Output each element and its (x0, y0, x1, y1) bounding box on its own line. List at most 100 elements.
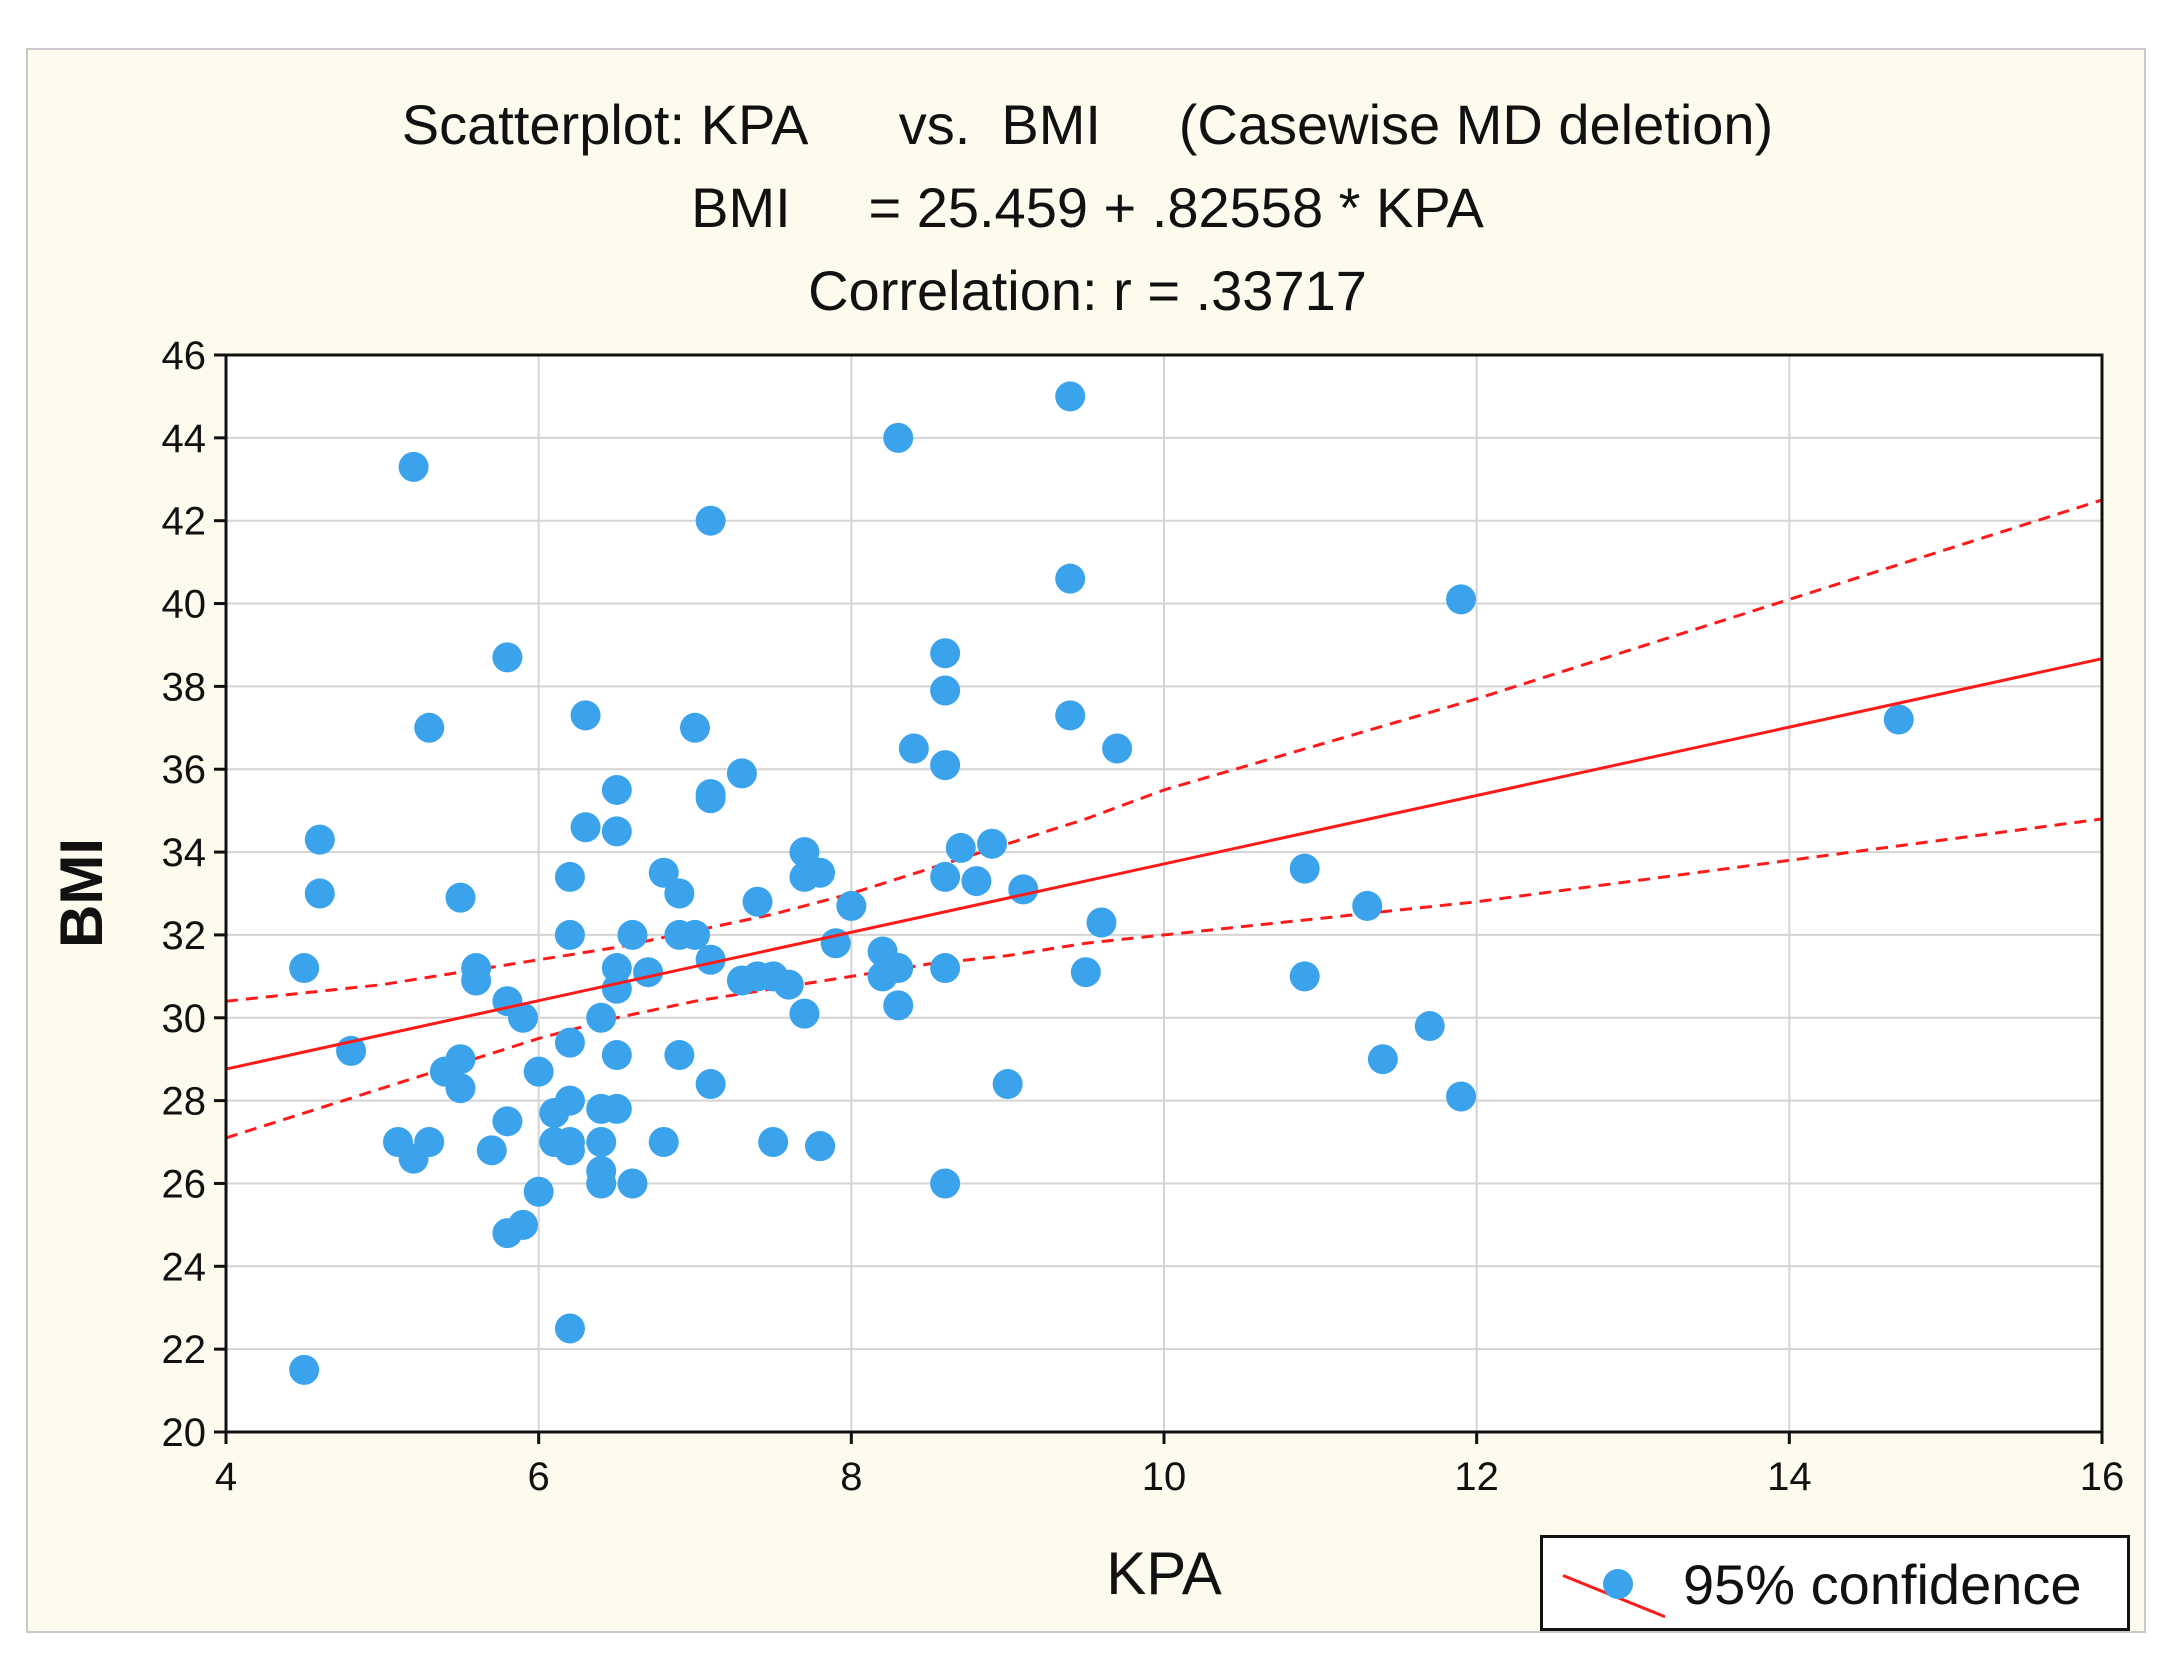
data-point (554, 1085, 585, 1116)
data-point (414, 712, 445, 743)
data-point (977, 828, 1008, 859)
data-point (554, 1135, 585, 1166)
data-point (742, 886, 773, 917)
y-tick-label: 26 (162, 1162, 207, 1206)
data-point (773, 969, 804, 1000)
data-point (789, 998, 820, 1029)
data-point (1086, 907, 1117, 938)
data-point (836, 890, 867, 921)
correlation-label: Correlation: r = .33717 (808, 259, 1367, 322)
data-point (680, 919, 710, 950)
x-axis-label: KPA (1106, 1540, 1222, 1607)
data-point (601, 774, 632, 805)
regression-fit-line (225, 657, 2103, 1071)
data-point (445, 1044, 476, 1075)
data-point (695, 783, 726, 814)
data-point (461, 965, 492, 996)
data-point (898, 733, 929, 764)
regression-equation: BMI = 25.459 + .82558 * KPA (691, 176, 1484, 239)
y-tick-label: 42 (162, 500, 207, 544)
data-point (992, 1069, 1023, 1100)
data-point (289, 953, 320, 984)
data-point (1883, 704, 1914, 735)
data-point (554, 919, 585, 950)
data-point (1070, 957, 1101, 988)
y-axis-label: BMI (48, 838, 115, 948)
data-point (695, 1069, 726, 1100)
data-point (570, 812, 601, 843)
data-point (758, 1127, 789, 1158)
data-point (1055, 381, 1086, 412)
y-tick-label: 34 (162, 831, 207, 875)
data-point (1446, 1081, 1477, 1112)
data-point (554, 1027, 585, 1058)
data-point (601, 1040, 632, 1071)
data-point (930, 750, 961, 781)
x-tick-label: 12 (1454, 1455, 1499, 1499)
y-tick-label: 46 (162, 334, 207, 378)
x-tick-label: 4 (215, 1455, 237, 1499)
legend-point-swatch (1603, 1569, 1633, 1599)
data-point (570, 700, 601, 731)
regression-line (225, 657, 2103, 1071)
data-point (1414, 1011, 1445, 1042)
data-point (445, 882, 476, 913)
data-point (304, 824, 335, 855)
y-tick-label: 36 (162, 748, 207, 792)
data-point (398, 451, 429, 482)
data-point (664, 1040, 695, 1071)
y-tick-label: 30 (162, 997, 207, 1041)
data-point (1289, 853, 1320, 884)
chart-title: Scatterplot: KPA vs. BMI (Casewise MD de… (401, 93, 1774, 156)
x-tick-label: 6 (528, 1455, 550, 1499)
data-point (617, 919, 648, 950)
data-point (523, 1176, 554, 1207)
data-point (492, 1106, 523, 1137)
data-point (586, 1168, 617, 1199)
data-point (617, 1168, 648, 1199)
data-point (930, 1168, 961, 1199)
data-point (508, 1002, 539, 1033)
x-tick-label: 8 (840, 1455, 862, 1499)
data-point (414, 1127, 445, 1158)
data-point (664, 878, 695, 909)
x-tick-label: 14 (1767, 1455, 1812, 1499)
y-tick-label: 24 (162, 1245, 207, 1289)
data-point (1446, 584, 1477, 615)
y-tick-label: 38 (162, 665, 207, 709)
x-axis-ticks: 4 6 8 10 12 14 16 (215, 1432, 2124, 1499)
data-point (883, 422, 914, 453)
data-point (930, 638, 961, 669)
y-tick-label: 20 (162, 1411, 207, 1455)
x-tick-label: 10 (1142, 1455, 1187, 1499)
data-point (883, 990, 914, 1021)
data-point (1055, 700, 1086, 731)
y-tick-label: 32 (162, 914, 207, 958)
data-point (476, 1135, 507, 1166)
data-point (695, 505, 726, 536)
data-point (289, 1354, 320, 1385)
data-point (633, 957, 664, 988)
data-point (1055, 563, 1086, 594)
y-axis-ticks: 20 22 24 26 28 30 32 34 36 38 40 42 44 46 (162, 334, 226, 1455)
data-point (680, 712, 710, 743)
data-point (961, 866, 992, 897)
legend: 95% confidence (1540, 1535, 2130, 1631)
data-point (304, 878, 335, 909)
data-point (1367, 1044, 1398, 1075)
data-point (805, 857, 836, 888)
data-point (1289, 961, 1320, 992)
data-point (695, 944, 726, 975)
data-point (789, 837, 820, 868)
data-point (726, 758, 757, 789)
y-tick-label: 28 (162, 1080, 207, 1124)
data-point (601, 816, 632, 847)
data-point (601, 953, 632, 984)
data-point (820, 928, 851, 959)
y-tick-label: 40 (162, 583, 207, 627)
data-points (289, 381, 1914, 1385)
data-point (883, 953, 914, 984)
data-point (648, 1127, 679, 1158)
y-tick-label: 22 (162, 1328, 207, 1372)
